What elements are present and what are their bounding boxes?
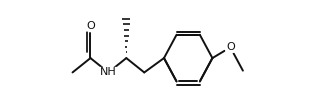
Text: O: O — [86, 21, 95, 31]
Text: NH: NH — [100, 67, 117, 77]
Text: O: O — [226, 42, 235, 52]
